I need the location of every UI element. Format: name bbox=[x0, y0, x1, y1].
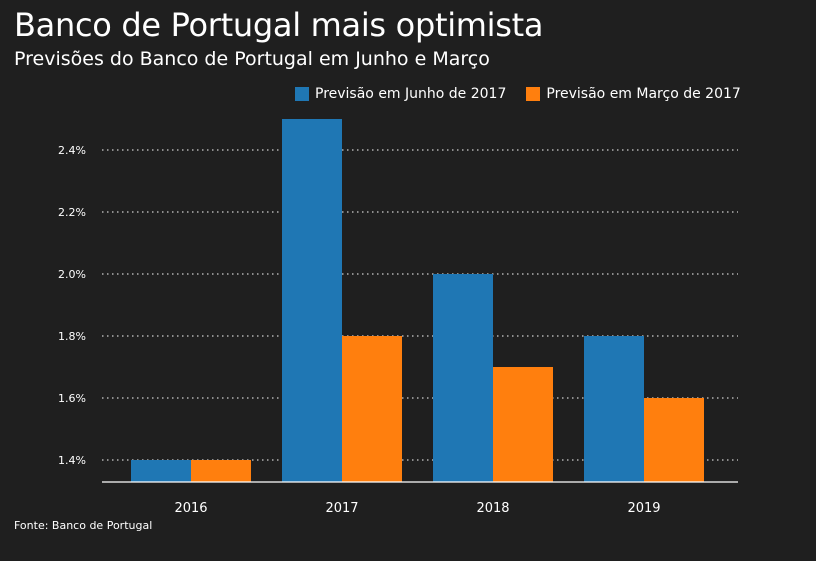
x-tick-label: 2017 bbox=[325, 501, 358, 516]
x-tick-label: 2018 bbox=[476, 501, 509, 516]
legend-item-march: Previsão em Março de 2017 bbox=[526, 86, 741, 102]
bar-march-2019 bbox=[644, 398, 704, 482]
chart-title: Banco de Portugal mais optimista bbox=[14, 6, 544, 44]
y-tick-label: 1.6% bbox=[58, 392, 86, 405]
bar-june-2019 bbox=[584, 336, 644, 482]
legend: Previsão em Junho de 2017 Previsão em Ma… bbox=[295, 86, 741, 102]
legend-swatch-june bbox=[295, 87, 309, 101]
bar-march-2018 bbox=[493, 367, 553, 482]
chart-subtitle: Previsões do Banco de Portugal em Junho … bbox=[14, 48, 490, 70]
legend-label-march: Previsão em Março de 2017 bbox=[546, 86, 741, 102]
x-tick-label: 2016 bbox=[174, 501, 207, 516]
y-tick-label: 2.4% bbox=[58, 144, 86, 157]
source-note: Fonte: Banco de Portugal bbox=[14, 519, 153, 532]
y-tick-label: 2.0% bbox=[58, 268, 86, 281]
x-tick-label: 2019 bbox=[627, 501, 660, 516]
bar-june-2016 bbox=[131, 460, 191, 482]
bar-june-2018 bbox=[433, 274, 493, 482]
y-tick-label: 1.8% bbox=[58, 330, 86, 343]
bar-march-2016 bbox=[191, 460, 251, 482]
bar-june-2017 bbox=[282, 119, 342, 482]
legend-item-june: Previsão em Junho de 2017 bbox=[295, 86, 506, 102]
y-tick-label: 2.2% bbox=[58, 206, 86, 219]
y-tick-label: 1.4% bbox=[58, 454, 86, 467]
legend-swatch-march bbox=[526, 87, 541, 101]
bar-march-2017 bbox=[342, 336, 402, 482]
legend-label-june: Previsão em Junho de 2017 bbox=[315, 86, 507, 102]
